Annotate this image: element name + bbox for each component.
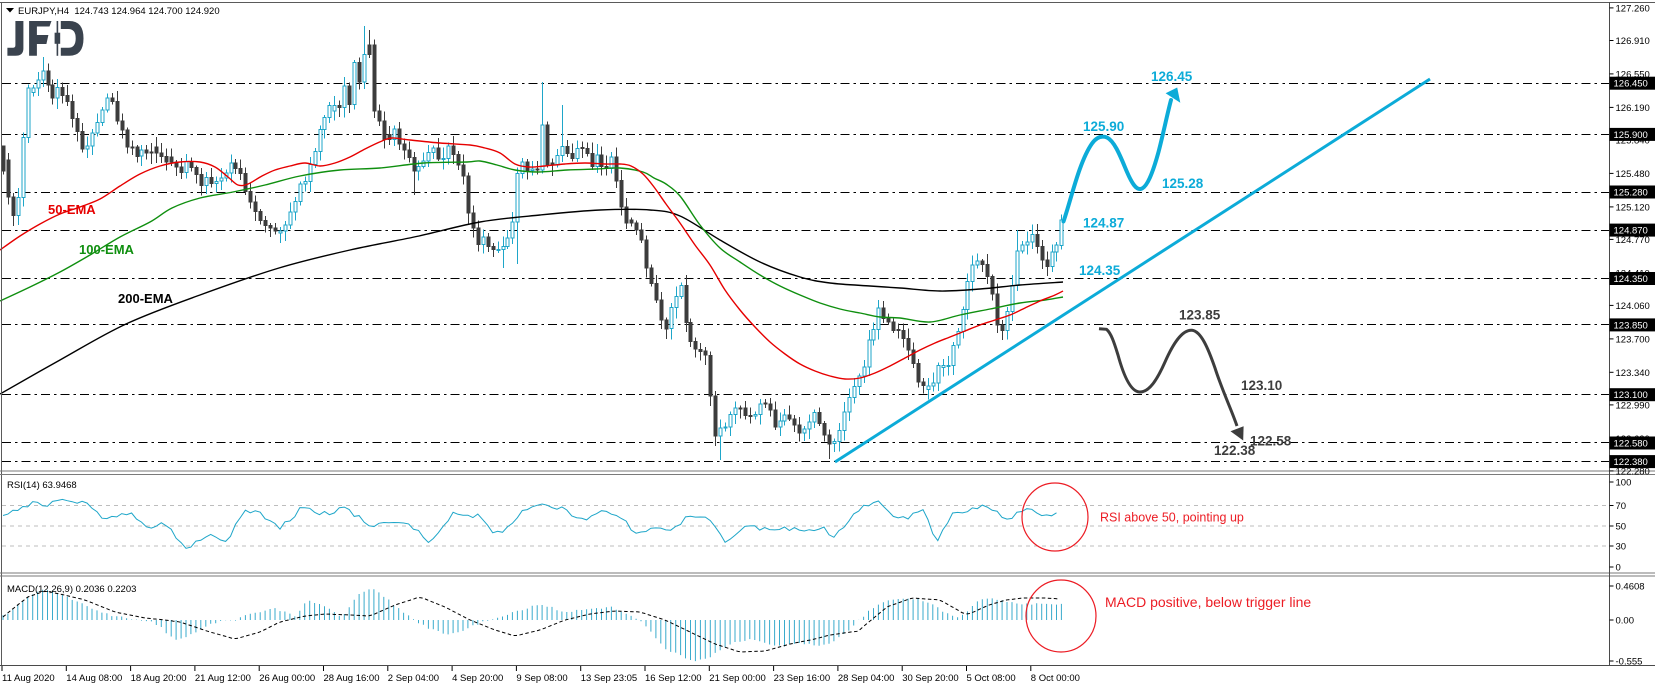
- svg-text:122.380: 122.380: [1614, 457, 1648, 468]
- svg-text:MACD positive, below trigger l: MACD positive, below trigger line: [1105, 594, 1311, 610]
- svg-text:8 Oct 00:00: 8 Oct 00:00: [1031, 673, 1080, 684]
- svg-text:28 Sep 04:00: 28 Sep 04:00: [838, 673, 895, 684]
- svg-text:125.280: 125.280: [1614, 188, 1648, 199]
- svg-text:124.870: 124.870: [1614, 226, 1648, 237]
- svg-text:100: 100: [1616, 478, 1632, 489]
- svg-text:2 Sep 04:00: 2 Sep 04:00: [388, 673, 439, 684]
- svg-text:123.100: 123.100: [1614, 390, 1648, 401]
- svg-text:124.87: 124.87: [1083, 216, 1124, 231]
- svg-text:125.28: 125.28: [1162, 176, 1204, 191]
- svg-text:100-EMA: 100-EMA: [79, 242, 135, 257]
- svg-text:0.00: 0.00: [1616, 616, 1635, 627]
- svg-text:125.900: 125.900: [1614, 130, 1648, 141]
- svg-text:122.38: 122.38: [1214, 443, 1256, 458]
- svg-text:EURJPY,H4 124.743 124.964 124: EURJPY,H4 124.743 124.964 124.700 124.92…: [18, 6, 220, 17]
- svg-text:122.990: 122.990: [1616, 400, 1650, 411]
- svg-text:126.910: 126.910: [1616, 36, 1650, 47]
- svg-text:26 Aug 00:00: 26 Aug 00:00: [259, 673, 315, 684]
- svg-text:124.060: 124.060: [1616, 301, 1650, 312]
- svg-text:50-EMA: 50-EMA: [48, 202, 96, 217]
- svg-text:28 Aug 16:00: 28 Aug 16:00: [324, 673, 380, 684]
- svg-text:16 Sep 12:00: 16 Sep 12:00: [645, 673, 702, 684]
- svg-text:124.35: 124.35: [1079, 263, 1121, 278]
- svg-text:125.480: 125.480: [1616, 169, 1650, 180]
- svg-text:21 Sep 00:00: 21 Sep 00:00: [709, 673, 766, 684]
- svg-text:21 Aug 12:00: 21 Aug 12:00: [195, 673, 251, 684]
- svg-text:124.350: 124.350: [1614, 274, 1648, 285]
- svg-text:125.90: 125.90: [1083, 119, 1124, 134]
- svg-text:123.850: 123.850: [1614, 320, 1648, 331]
- svg-text:30 Sep 20:00: 30 Sep 20:00: [902, 673, 959, 684]
- svg-text:70: 70: [1616, 501, 1627, 512]
- svg-text:11 Aug 2020: 11 Aug 2020: [2, 673, 55, 684]
- svg-text:30: 30: [1616, 542, 1627, 553]
- svg-text:MACD(12,26,9) 0.2036 0.2203: MACD(12,26,9) 0.2036 0.2203: [7, 584, 136, 595]
- svg-text:4 Sep 20:00: 4 Sep 20:00: [452, 673, 503, 684]
- svg-text:0.4608: 0.4608: [1616, 582, 1645, 593]
- svg-text:RSI(14) 63.9468: RSI(14) 63.9468: [7, 480, 77, 491]
- svg-text:126.190: 126.190: [1616, 103, 1650, 114]
- svg-text:18 Aug 20:00: 18 Aug 20:00: [131, 673, 187, 684]
- svg-text:127.260: 127.260: [1616, 3, 1650, 14]
- svg-text:122.58: 122.58: [1250, 433, 1292, 448]
- svg-text:50: 50: [1616, 522, 1627, 533]
- svg-text:9 Sep 08:00: 9 Sep 08:00: [516, 673, 567, 684]
- svg-text:123.10: 123.10: [1241, 378, 1282, 393]
- svg-text:23 Sep 16:00: 23 Sep 16:00: [774, 673, 831, 684]
- svg-text:200-EMA: 200-EMA: [118, 291, 174, 306]
- svg-text:0: 0: [1616, 563, 1621, 574]
- svg-text:5 Oct 08:00: 5 Oct 08:00: [967, 673, 1016, 684]
- svg-text:RSI above 50, pointing up: RSI above 50, pointing up: [1100, 511, 1244, 525]
- svg-text:123.700: 123.700: [1616, 334, 1650, 345]
- svg-text:-0.555: -0.555: [1616, 657, 1643, 668]
- svg-text:123.340: 123.340: [1616, 368, 1650, 379]
- svg-text:14 Aug 08:00: 14 Aug 08:00: [66, 673, 122, 684]
- svg-text:126.450: 126.450: [1614, 79, 1648, 90]
- svg-text:125.120: 125.120: [1616, 202, 1650, 213]
- svg-text:13 Sep 23:05: 13 Sep 23:05: [581, 673, 638, 684]
- svg-text:126.45: 126.45: [1151, 69, 1193, 84]
- svg-text:123.85: 123.85: [1179, 308, 1221, 323]
- svg-text:122.580: 122.580: [1614, 439, 1648, 450]
